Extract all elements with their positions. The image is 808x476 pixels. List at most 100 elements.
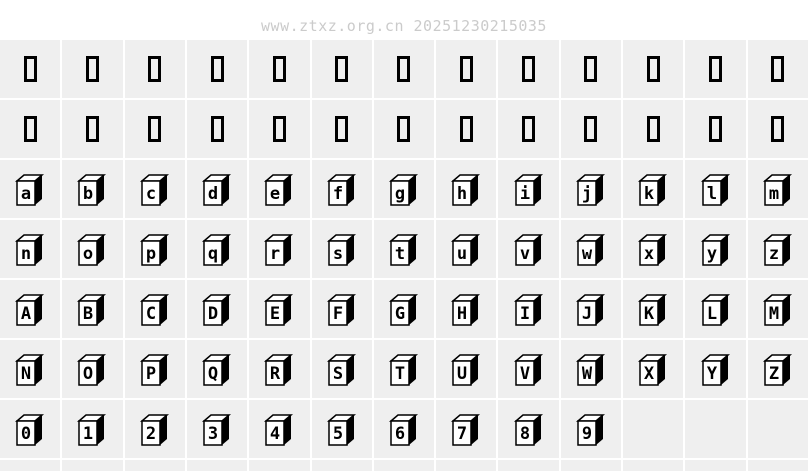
block-3d-glyph: c [139,174,169,206]
svg-text:j: j [582,184,592,204]
glyph-cell: h [436,160,497,218]
svg-text:P: P [146,364,156,384]
missing-glyph-box [709,116,723,142]
glyph-cell [249,40,310,98]
block-3d-glyph: Q [202,354,232,386]
svg-text:W: W [582,364,593,384]
block-3d-glyph: h [451,174,481,206]
glyph-cell: J [560,280,622,338]
glyph-cell: L [685,280,746,338]
svg-text:Y: Y [706,364,717,384]
block-3d-glyph: A [15,294,45,326]
glyph-cell: d [186,160,248,218]
block-3d-glyph: W [575,354,605,386]
glyph-cell: I [498,280,559,338]
svg-text:N: N [21,364,31,384]
block-3d-glyph: x [638,234,668,266]
block-3d-glyph: Y [700,354,730,386]
glyph-cell [747,40,808,98]
svg-text:u: u [457,244,467,264]
glyph-cell [373,40,435,98]
block-3d-glyph: R [264,354,294,386]
glyph-cell: E [249,280,310,338]
glyph-cell: t [373,220,435,278]
glyph-cell-clipped [124,460,185,471]
block-3d-glyph: P [139,354,169,386]
glyph-cell-clipped [560,460,622,471]
glyph-cell: G [373,280,435,338]
missing-glyph-box [709,56,723,82]
block-3d-glyph: L [700,294,730,326]
glyph-cell: 4 [249,400,310,458]
svg-text:Q: Q [208,364,218,384]
block-3d-glyph: F [326,294,356,326]
block-3d-glyph: S [326,354,356,386]
block-3d-glyph: V [513,354,543,386]
svg-text:d: d [208,184,218,204]
block-3d-glyph: J [575,294,605,326]
svg-text:b: b [83,184,93,204]
glyph-cell-clipped [62,460,123,471]
block-3d-glyph: b [77,174,107,206]
svg-text:f: f [333,184,343,204]
missing-glyph-box [771,56,785,82]
svg-text:O: O [83,364,93,384]
block-3d-glyph: l [700,174,730,206]
glyph-cell: A [0,280,61,338]
glyph-cell: 1 [62,400,123,458]
block-3d-glyph: j [575,174,605,206]
glyph-cell-clipped [685,460,746,471]
svg-text:n: n [21,244,31,264]
glyph-cell: 6 [373,400,435,458]
missing-glyph-box [23,116,37,142]
svg-text:w: w [582,244,593,264]
glyph-cell: 3 [186,400,248,458]
glyph-cell-clipped [186,460,248,471]
block-3d-glyph: 8 [513,414,543,446]
svg-text:M: M [769,304,779,324]
glyph-cell-clipped [436,460,497,471]
missing-glyph-box [272,56,286,82]
block-3d-glyph: U [451,354,481,386]
glyph-cell: B [62,280,123,338]
block-3d-glyph: w [575,234,605,266]
block-3d-glyph: H [451,294,481,326]
svg-text:B: B [83,304,93,324]
block-3d-glyph: e [264,174,294,206]
glyph-cell: w [560,220,622,278]
block-3d-glyph: T [388,354,419,386]
block-3d-glyph: 7 [451,414,481,446]
svg-text:2: 2 [146,424,156,444]
missing-glyph-box [397,56,411,82]
block-3d-glyph: i [513,174,543,206]
missing-glyph-box [210,56,224,82]
block-3d-glyph: 5 [326,414,356,446]
block-3d-glyph: m [762,174,792,206]
svg-text:A: A [21,304,31,324]
block-3d-glyph: a [15,174,45,206]
block-3d-glyph: d [202,174,232,206]
block-3d-glyph: B [77,294,107,326]
missing-glyph-box [771,116,785,142]
glyph-cell-clipped [0,460,61,471]
svg-text:5: 5 [333,424,343,444]
missing-glyph-box [397,116,411,142]
glyph-cell: U [436,340,497,398]
missing-glyph-box [23,56,37,82]
svg-text:6: 6 [395,424,405,444]
block-3d-glyph: N [15,354,45,386]
block-3d-glyph: r [264,234,294,266]
glyph-cell [249,100,310,158]
glyph-cell [0,100,61,158]
glyph-cell: e [249,160,310,218]
block-3d-glyph: 6 [388,414,419,446]
glyph-cell [373,100,435,158]
glyph-cell: Q [186,340,248,398]
missing-glyph-box [272,116,286,142]
svg-text:e: e [270,184,280,204]
block-3d-glyph: 2 [139,414,169,446]
glyph-cell [498,40,559,98]
glyph-cell: r [249,220,310,278]
missing-glyph-box [148,56,162,82]
glyph-cell: n [0,220,61,278]
